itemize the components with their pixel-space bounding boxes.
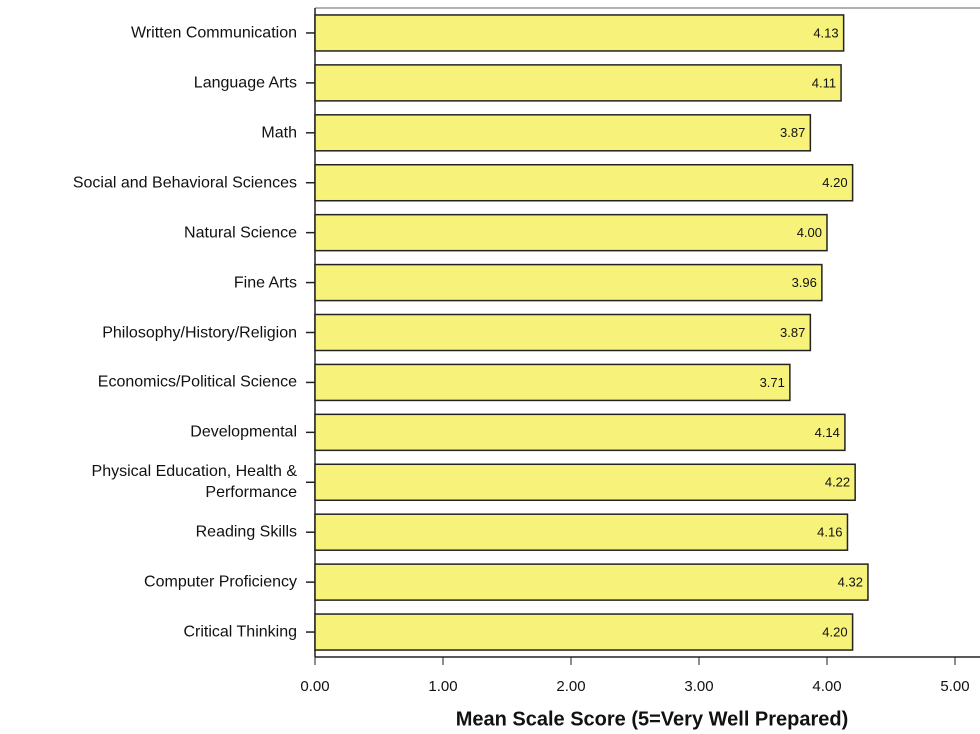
value-label: 3.87	[780, 125, 805, 140]
bar	[314, 14, 845, 52]
value-label: 4.22	[825, 475, 850, 490]
bar	[314, 563, 869, 601]
value-label: 4.16	[817, 525, 842, 540]
value-label: 4.13	[813, 25, 838, 40]
y-tick-label: Natural Science	[184, 224, 297, 242]
x-tick-label: 0.00	[300, 678, 329, 695]
y-tick-label: Critical Thinking	[183, 623, 297, 641]
y-tick-label: Developmental	[190, 423, 297, 441]
bar	[314, 64, 842, 102]
bar	[314, 263, 823, 302]
value-label: 4.14	[815, 425, 840, 440]
bar	[314, 363, 791, 402]
y-tick-label: Math	[261, 124, 297, 142]
y-tick-label: Economics/Political Science	[97, 373, 297, 391]
value-label: 3.96	[792, 275, 817, 290]
bar	[314, 114, 812, 152]
bar	[314, 463, 856, 502]
bar	[314, 513, 849, 551]
y-tick-label: Fine Arts	[233, 274, 297, 292]
bar	[314, 613, 854, 651]
value-label: 3.87	[780, 325, 805, 340]
value-label: 4.11	[812, 75, 836, 90]
value-label: 4.00	[797, 225, 822, 240]
x-tick-label: 5.00	[940, 678, 969, 695]
value-label: 4.32	[838, 575, 863, 590]
x-tick-label: 2.00	[556, 678, 585, 695]
x-tick-label: 3.00	[684, 678, 713, 695]
value-label: 3.71	[760, 375, 785, 390]
bar	[314, 213, 828, 252]
value-label: 4.20	[822, 175, 847, 190]
x-axis-title: Mean Scale Score (5=Very Well Prepared)	[456, 708, 849, 730]
y-tick-label: Philosophy/History/Religion	[102, 324, 297, 341]
y-tick-label: Computer Proficiency	[144, 573, 297, 591]
value-label: 4.20	[822, 624, 847, 639]
bar	[314, 413, 846, 452]
y-tick-label: Social and Behavioral Sciences	[72, 174, 297, 192]
bar	[314, 163, 854, 202]
x-tick-label: 1.00	[428, 678, 457, 695]
bar	[314, 313, 812, 352]
x-tick-label: 4.00	[812, 678, 841, 695]
y-tick-label: Physical Education, Health & Performance	[91, 463, 297, 502]
y-tick-label: Reading Skills	[195, 523, 297, 541]
y-tick-label: Written Communication	[131, 24, 297, 42]
y-tick-label: Language Arts	[193, 74, 297, 92]
